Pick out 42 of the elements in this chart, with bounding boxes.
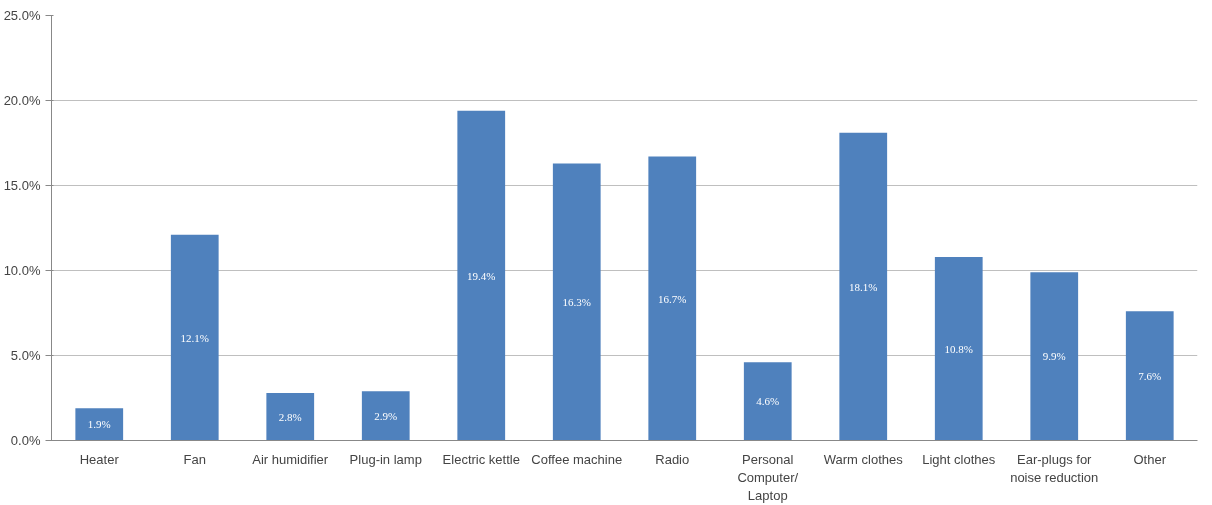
x-tick-label: Air humidifier (252, 451, 329, 467)
data-label: 9.9% (1042, 350, 1066, 363)
x-tick-label: Electric kettle (442, 451, 520, 467)
y-tick-label: 0.0% (10, 433, 41, 448)
bar (361, 391, 410, 441)
data-label: 7.6% (1138, 369, 1162, 382)
bar (648, 156, 697, 441)
x-tick-label: Fan (183, 451, 206, 467)
bar (552, 163, 601, 441)
bar (839, 132, 888, 441)
x-tick-label: Other (1133, 451, 1167, 467)
data-label: 16.7% (658, 292, 687, 305)
x-tick-label: Radio (655, 451, 690, 467)
data-label: 18.1% (849, 280, 878, 293)
bar (75, 408, 124, 441)
x-tick-label: Warm clothes (823, 451, 904, 467)
y-tick-label: 20.0% (3, 93, 41, 108)
data-label: 4.6% (756, 395, 780, 408)
bar (266, 392, 315, 441)
y-tick-label: 25.0% (3, 8, 41, 23)
x-tick-label: Light clothes (922, 451, 996, 467)
bar (743, 362, 792, 441)
data-label: 2.8% (278, 410, 302, 423)
x-tick-label: Coffee machine (531, 451, 623, 467)
x-tick-label: Plug-in lamp (349, 451, 422, 467)
bar (1030, 272, 1079, 441)
x-tick-label: Ear-plugs for noise reduction (1010, 451, 1099, 485)
bar (457, 110, 506, 441)
bar (170, 234, 219, 441)
y-tick-label: 15.0% (3, 178, 41, 193)
data-label: 10.8% (944, 342, 973, 355)
y-tick-label: 10.0% (3, 263, 41, 278)
bar (1125, 311, 1174, 441)
x-tick-label: Heater (79, 451, 120, 467)
data-label: 19.4% (467, 269, 496, 282)
data-label: 2.9% (374, 409, 398, 422)
data-label: 16.3% (562, 295, 591, 308)
bar (934, 256, 983, 441)
data-label: 12.1% (180, 331, 209, 344)
y-tick-label: 5.0% (10, 348, 41, 363)
x-tick-label: Personal Computer/ Laptop (737, 451, 799, 503)
data-label: 1.9% (87, 418, 111, 431)
